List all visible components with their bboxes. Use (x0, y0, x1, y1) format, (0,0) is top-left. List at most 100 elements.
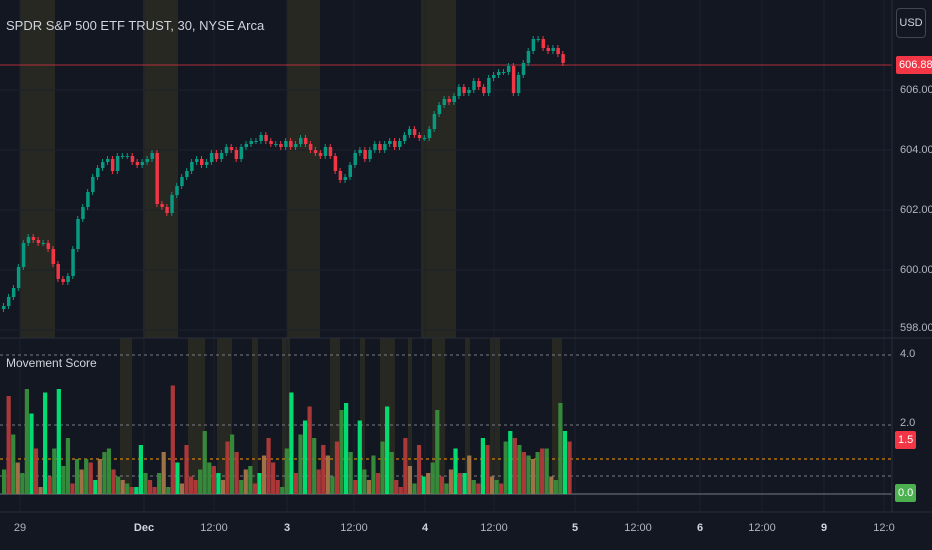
highlight-band (490, 338, 500, 494)
score-bar (230, 434, 235, 494)
score-bar (494, 480, 499, 494)
candle-body (284, 141, 288, 147)
score-bar (239, 480, 244, 494)
score-bar (243, 469, 248, 494)
candle-body (31, 237, 36, 240)
score-bar (125, 483, 130, 494)
candle-body (254, 141, 258, 142)
candle-body (249, 141, 253, 144)
candle-body (482, 87, 486, 93)
score-bar (220, 480, 226, 494)
candle-body (204, 162, 209, 165)
time-axis-label: 9 (820, 522, 828, 534)
candle-body (269, 141, 273, 144)
score-bar (211, 466, 216, 494)
score-bar (471, 480, 476, 494)
candle-body (378, 144, 382, 150)
symbol-title[interactable]: SPDR S&P 500 ETF TRUST, 30, NYSE Arca (6, 18, 265, 33)
score-bar (330, 476, 335, 494)
score-bar (530, 459, 536, 494)
candle-body (6, 297, 11, 306)
candle-body (195, 159, 199, 162)
highlight-band (143, 0, 178, 338)
candle-body (209, 153, 214, 162)
candle-body (51, 249, 55, 264)
candle-body (46, 243, 51, 249)
candle-body (170, 195, 174, 213)
candle-body (234, 150, 239, 159)
candle-body (130, 156, 135, 162)
score-bar (535, 452, 540, 494)
candle-body (368, 150, 372, 159)
candle-body (264, 135, 268, 141)
candle-body (521, 63, 526, 75)
score-bar (307, 406, 312, 494)
score-bar (371, 455, 376, 494)
candle-body (452, 96, 456, 102)
score-bar (93, 480, 98, 494)
candle-body (274, 144, 278, 145)
chart-grid (0, 0, 892, 512)
score-bar (467, 455, 472, 494)
score-bar (24, 389, 29, 494)
score-bar (84, 459, 89, 494)
score-bar (444, 483, 449, 494)
candle-body (358, 150, 362, 153)
highlight-band (552, 338, 562, 494)
candle-body (289, 141, 293, 147)
indicator-title[interactable]: Movement Score (6, 356, 97, 370)
candle-body (96, 168, 100, 177)
candle-body (71, 249, 75, 276)
score-bar (11, 434, 16, 494)
candle-body (551, 48, 555, 51)
score-bar (120, 480, 125, 494)
score-bar (38, 487, 43, 494)
score-bar (366, 480, 371, 494)
score-value-tag: 1.5 (895, 431, 917, 449)
score-bar (398, 487, 403, 494)
score-bar (275, 480, 280, 494)
candle-body (308, 144, 313, 150)
score-bar (79, 469, 84, 494)
score-bar (179, 483, 185, 494)
candle-body (393, 141, 397, 147)
score-bar (143, 473, 148, 494)
score-bar (462, 473, 467, 494)
score-bar (184, 445, 189, 494)
score-bar (74, 459, 80, 494)
candle-body (422, 138, 427, 139)
candle-body (185, 171, 189, 177)
score-bar (334, 441, 340, 494)
candle-body (190, 162, 194, 171)
score-bar (293, 473, 299, 494)
score-bar (6, 396, 11, 494)
time-axis-label: 6 (696, 522, 704, 534)
score-bar (357, 420, 362, 494)
time-axis-label: 12:00 (480, 522, 508, 534)
candle-body (135, 162, 140, 165)
candle-body (11, 288, 16, 297)
candle-body (21, 243, 26, 267)
candlestick-series[interactable] (2, 36, 565, 312)
score-bar (20, 473, 25, 494)
score-bar (426, 473, 431, 494)
candle-body (81, 207, 85, 219)
score-bar (389, 452, 394, 494)
candle-body (229, 147, 234, 150)
time-axis-label: 4 (421, 522, 429, 534)
candle-body (472, 81, 476, 90)
indicator-axis-label: 2.0 (900, 417, 916, 429)
score-bar (298, 434, 303, 494)
candle-body (259, 135, 263, 141)
movement-score-histogram[interactable] (2, 385, 572, 495)
candle-body (536, 39, 541, 40)
score-bar (65, 438, 71, 494)
score-bar (102, 452, 107, 494)
candle-body (115, 156, 120, 171)
currency-button[interactable]: USD (896, 8, 926, 38)
score-bar (147, 480, 153, 494)
candle-body (318, 153, 323, 156)
last-price-tag: 606.88 (896, 56, 932, 74)
time-axis-label: 12:00 (624, 522, 652, 534)
